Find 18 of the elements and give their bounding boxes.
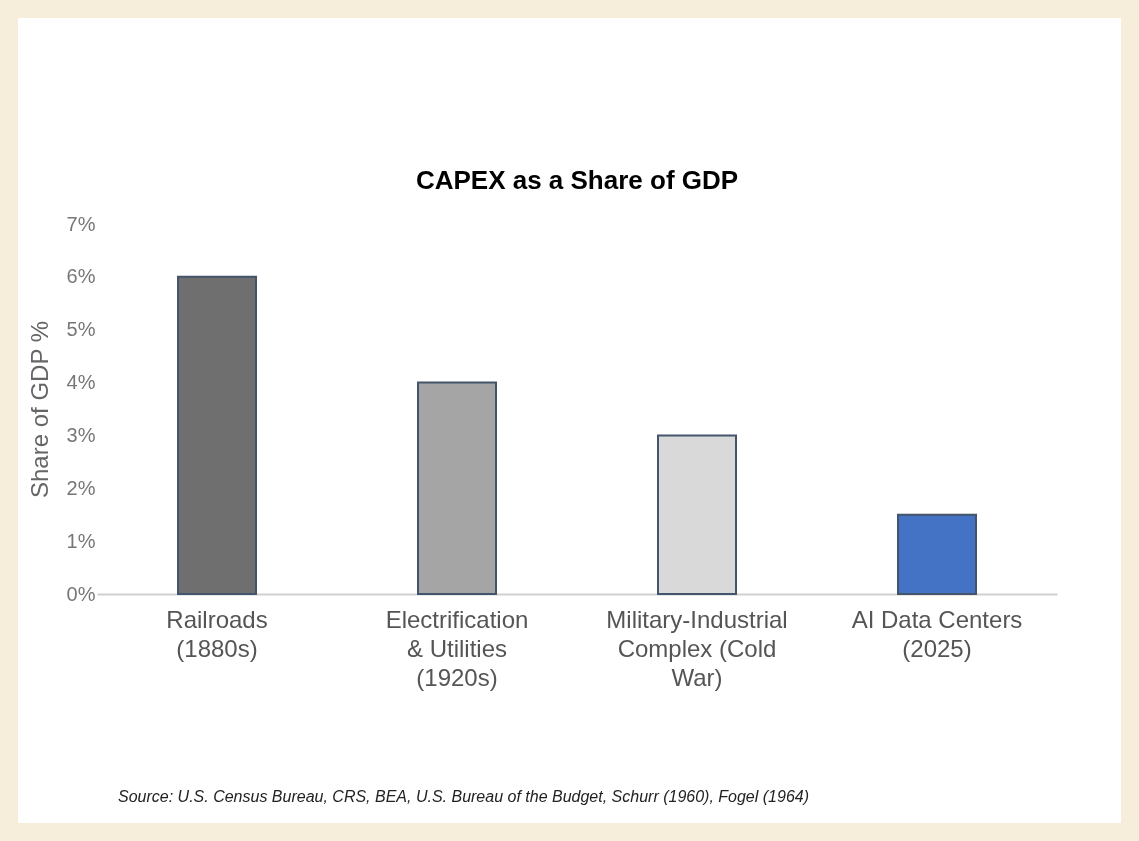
x-tick-label: Military-Industrial Complex (Cold War): [606, 605, 788, 691]
bar: [897, 513, 977, 595]
x-tick-label: Electrification & Utilities (1920s): [385, 605, 529, 691]
x-tick-label: AI Data Centers (2025): [851, 605, 1023, 662]
y-tick-label: 1%: [66, 529, 96, 552]
y-tick-label: 5%: [66, 318, 96, 341]
y-tick-label: 2%: [66, 476, 96, 499]
y-tick-label: 6%: [66, 265, 96, 288]
chart-title: CAPEX as a Share of GDP: [415, 165, 739, 195]
bar: [417, 381, 497, 595]
y-tick-label: 0%: [66, 582, 96, 605]
y-tick-label: 3%: [66, 423, 96, 446]
x-tick-label: Railroads (1880s): [166, 605, 268, 662]
bar: [177, 275, 257, 595]
y-tick-label: 7%: [66, 212, 96, 235]
y-axis-title: Share of GDP %: [25, 321, 53, 498]
y-tick-label: 4%: [66, 371, 96, 394]
source-note: Source: U.S. Census Bureau, CRS, BEA, U.S. Bureau of the Budget, Schurr (1960), Fogel (1964): [118, 788, 810, 806]
